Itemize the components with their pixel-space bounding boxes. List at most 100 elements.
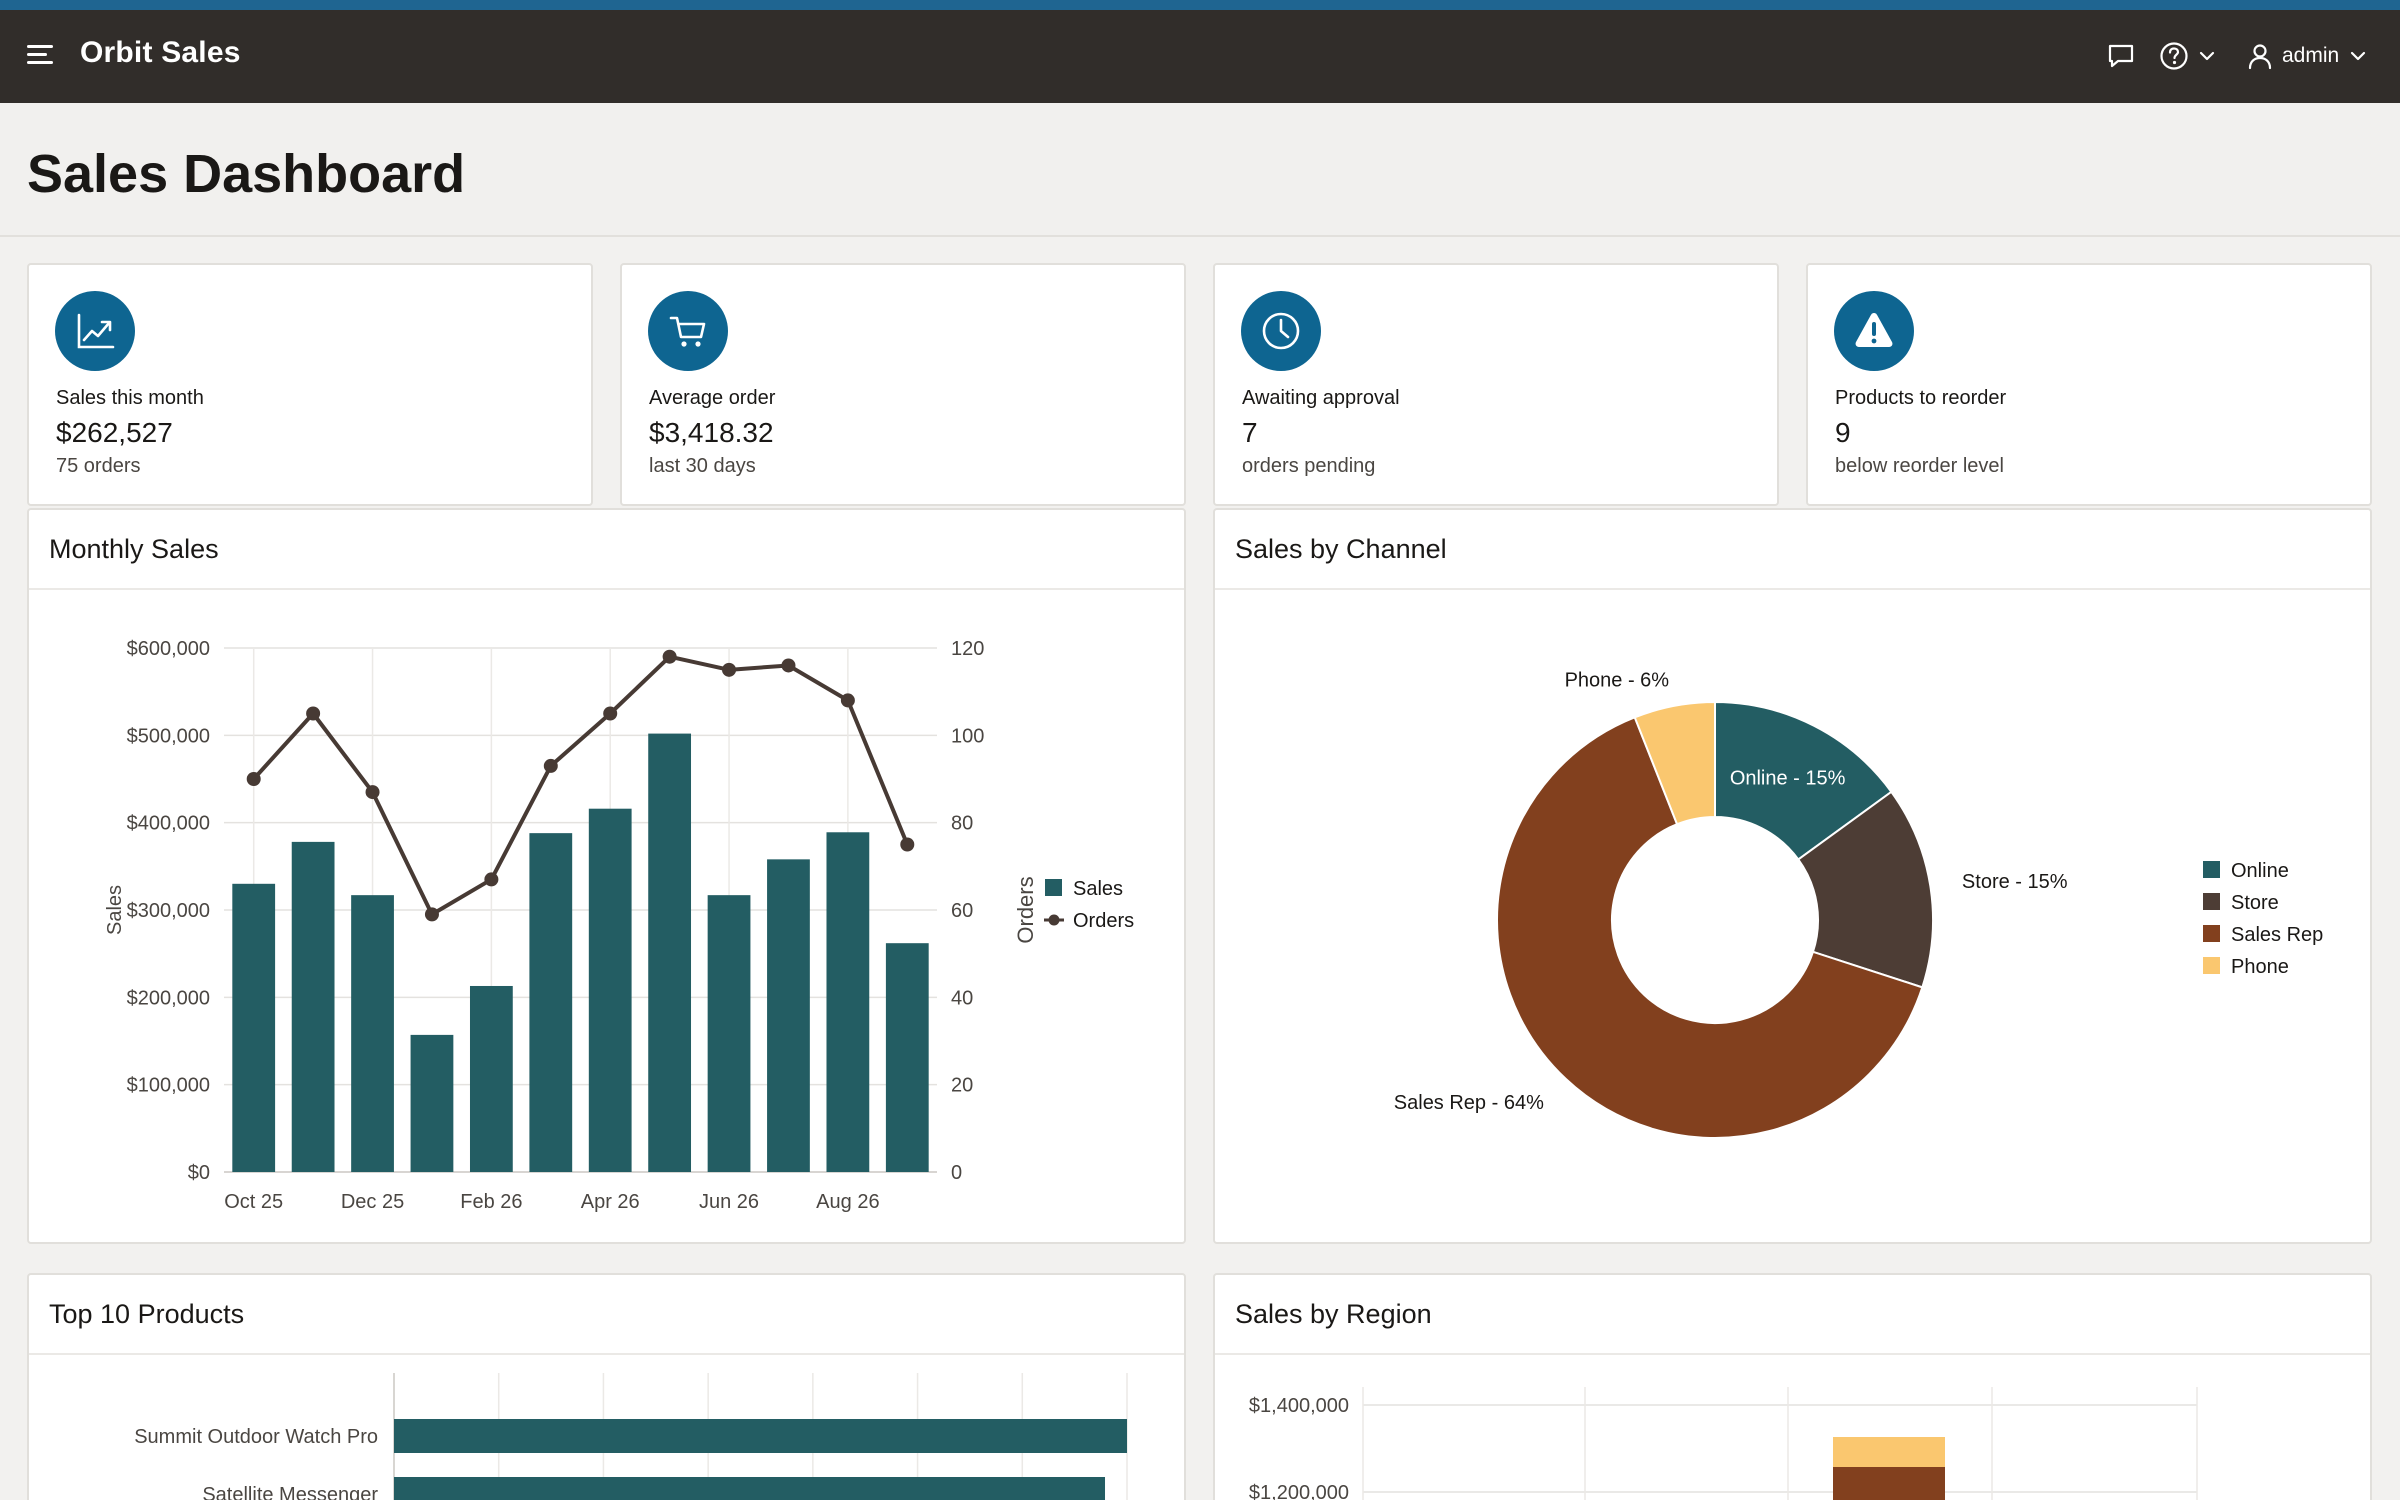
y-axis-tick-label: $1,200,000	[1249, 1482, 1349, 1500]
y2-axis-tick-label: 80	[951, 813, 973, 835]
x-axis-tick-label: Jun 26	[699, 1191, 759, 1213]
kpi-subtext: orders pending	[1242, 455, 1376, 477]
kpi-card-products-reorder: Products to reorder 9 below reorder leve…	[1806, 263, 2372, 506]
user-icon	[2248, 44, 2272, 70]
legend-label-sales: Sales	[1073, 878, 1123, 900]
region-title: Top 10 Products	[49, 1299, 245, 1329]
region-title: Sales by Channel	[1235, 534, 1447, 564]
kpi-value: 7	[1242, 417, 1258, 448]
y-axis-tick-label: $300,000	[127, 900, 210, 922]
slice-label: Online - 15%	[1730, 767, 1846, 789]
legend-swatch-sales	[1045, 879, 1062, 896]
legend-swatch	[2203, 893, 2220, 910]
monthly-sales-chart: $0 $100,000 $200,000 $300,000 $400,000 $500,0…	[104, 638, 1134, 1213]
y-axis-tick-label: $100,000	[127, 1075, 210, 1097]
orders-point	[781, 658, 796, 673]
legend-swatch	[2203, 957, 2220, 974]
sales-by-channel-region: Sales by Channel Online - 15% Store - 15%…	[1213, 508, 2372, 1244]
sales-bar	[232, 883, 276, 1172]
sales-by-channel-chart: Online - 15% Store - 15% Sales Rep - 64% Ph…	[1394, 669, 2323, 1139]
kpi-subtext: below reorder level	[1835, 455, 2004, 477]
x-axis-tick-label: Feb 26	[460, 1191, 522, 1213]
x-axis-tick-label: Aug 26	[816, 1191, 879, 1213]
top-products-region: Top 10 Products Summit Outdoor Watch Pro…	[27, 1273, 1186, 1500]
product-label: Satellite Messenger	[202, 1484, 378, 1500]
orders-point	[246, 772, 261, 786]
sales-bar	[410, 1034, 454, 1172]
slice-label: Phone - 6%	[1565, 669, 1670, 691]
y2-axis-tick-label: 60	[951, 900, 973, 922]
y2-axis-tick-label: 40	[951, 987, 973, 1009]
product-bar	[394, 1477, 1106, 1500]
channel-slice	[1796, 790, 1934, 989]
sales-bar	[707, 895, 751, 1172]
sales-bar	[351, 895, 394, 1172]
page-title: Sales Dashboard	[27, 144, 466, 204]
warning-icon	[1834, 291, 1914, 371]
region-bar-segment	[1833, 1437, 1945, 1467]
kpi-label: Awaiting approval	[1242, 387, 1400, 409]
y-axis-tick-label: $400,000	[127, 813, 210, 835]
region-bar-segment	[1833, 1467, 1945, 1500]
region-title: Sales by Region	[1235, 1299, 1432, 1329]
orders-point	[484, 872, 499, 887]
y2-axis-tick-label: 100	[951, 725, 984, 747]
sales-bar	[291, 841, 335, 1172]
sales-bar	[529, 833, 573, 1172]
chevron-down-icon	[2199, 51, 2215, 61]
product-label: Summit Outdoor Watch Pro	[134, 1426, 378, 1448]
channel-slice	[1633, 700, 1716, 826]
x-axis-tick-label: Dec 25	[341, 1191, 404, 1213]
orders-point	[424, 907, 439, 922]
orders-point	[900, 837, 915, 852]
kpi-value: $3,418.32	[649, 417, 774, 448]
sales-bar	[885, 943, 929, 1172]
legend-label-orders: Orders	[1073, 910, 1134, 932]
orders-point	[722, 662, 737, 677]
sales-by-region-chart: $1,400,000 $1,200,000	[1249, 1387, 2198, 1500]
region-header: Sales by Region	[1215, 1275, 2370, 1355]
kpi-label: Sales this month	[56, 387, 204, 409]
kpi-card-sales: Sales this month $262,527 75 orders	[27, 263, 593, 506]
slice-label: Store - 15%	[1962, 871, 2068, 893]
region-header: Monthly Sales	[29, 510, 1184, 590]
kpi-value: 9	[1835, 417, 1851, 448]
chevron-down-icon	[2351, 51, 2366, 61]
kpi-card-awaiting-approval: Awaiting approval 7 orders pending	[1213, 263, 1779, 506]
app-title[interactable]: Orbit Sales	[80, 36, 241, 69]
kpi-value: $262,527	[56, 417, 173, 448]
y-axis-tick-label: $1,400,000	[1249, 1395, 1349, 1417]
y-axis-tick-label: $200,000	[127, 987, 210, 1009]
chat-bubble-icon	[2108, 44, 2134, 68]
orders-line	[252, 654, 910, 917]
sales-by-region-region: Sales by Region $1,400,000 $1,200,000	[1213, 1273, 2372, 1500]
kpi-card-average-order: Average order $3,418.32 last 30 days	[620, 263, 1186, 506]
sales-bar	[648, 733, 692, 1172]
kpi-subtext: last 30 days	[649, 455, 756, 477]
user-menu-button[interactable]: admin	[2246, 38, 2369, 74]
kpi-label: Average order	[649, 387, 776, 409]
product-bar	[394, 1419, 1127, 1453]
y2-axis-tick-label: 20	[951, 1075, 973, 1097]
y-axis-tick-label: $0	[188, 1162, 210, 1184]
legend-label: Sales Rep	[2231, 924, 2323, 946]
channel-slice	[1714, 700, 1893, 861]
x-axis-tick-label: Apr 26	[581, 1191, 640, 1213]
region-title: Monthly Sales	[49, 534, 219, 564]
user-name: admin	[2282, 44, 2340, 67]
legend-label: Online	[2231, 860, 2289, 882]
app-header: Orbit Sales admin	[0, 10, 2400, 103]
help-menu-button[interactable]	[2158, 38, 2218, 74]
hamburger-icon[interactable]	[24, 40, 56, 70]
orders-point	[840, 693, 855, 708]
orders-point	[603, 706, 618, 721]
orders-point	[543, 758, 558, 773]
kpi-label: Products to reorder	[1835, 387, 2007, 409]
legend-swatch	[2203, 861, 2220, 878]
legend-marker-orders	[1048, 914, 1060, 926]
clock-icon	[1241, 291, 1321, 371]
kpi-subtext: 75 orders	[56, 455, 141, 477]
y-axis-title: Sales	[104, 885, 126, 935]
orders-point	[365, 785, 380, 800]
feedback-button[interactable]	[2106, 38, 2136, 74]
